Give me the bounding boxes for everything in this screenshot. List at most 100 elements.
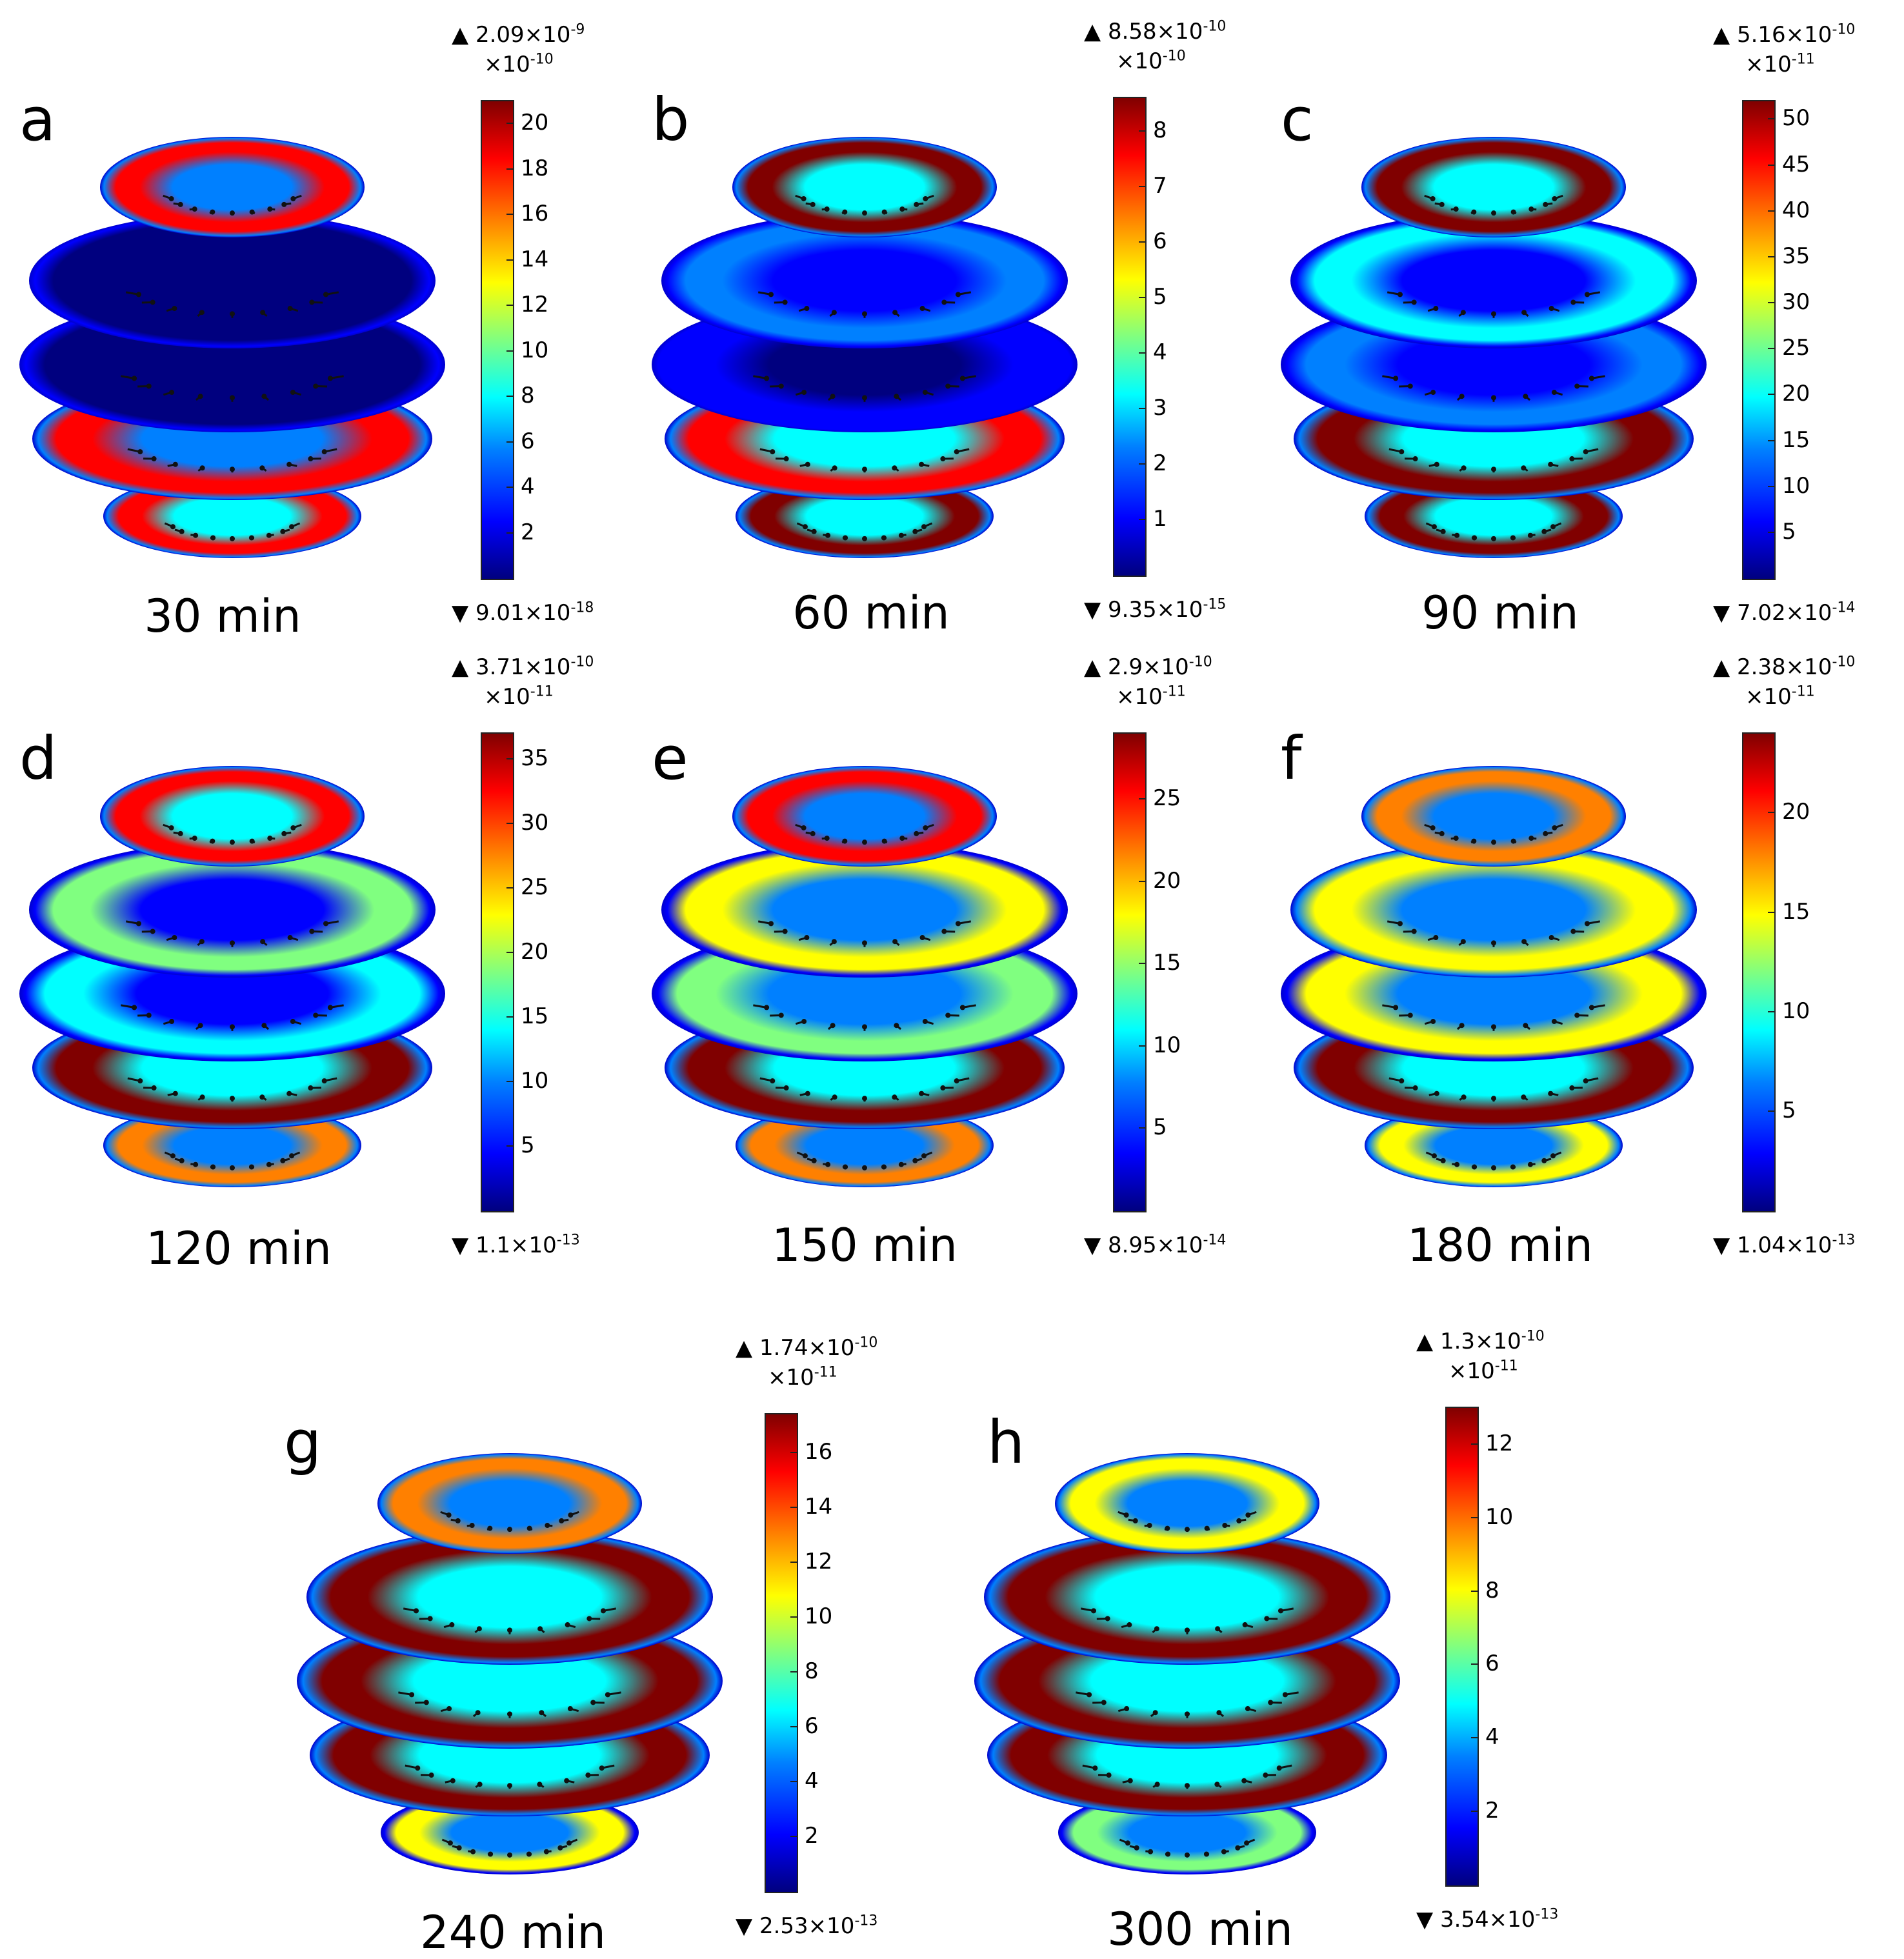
colorbar-tick-label: 8 <box>1485 1580 1499 1602</box>
colorbar-tick-mark <box>790 1726 797 1727</box>
colorbar-tick-label: 5 <box>1782 1100 1796 1121</box>
colorbar-tick-mark <box>506 214 513 215</box>
colorbar-tick-label: 7 <box>1153 175 1167 197</box>
colorbar-tick-mark <box>506 758 513 759</box>
colorbar-tick-mark <box>790 1836 797 1837</box>
colorbar-tick-mark <box>1139 186 1145 187</box>
colorbar <box>481 100 514 580</box>
colorbar-tick-mark <box>790 1781 797 1782</box>
disc-slice <box>1055 1453 1319 1554</box>
colorbar-tick-label: 8 <box>521 385 535 407</box>
colorbar-tick-label: 30 <box>1782 291 1810 313</box>
ring-stack-diagram <box>645 758 1084 1210</box>
colorbar-tick-label: 20 <box>521 941 548 963</box>
time-label: 180 min <box>1403 1223 1597 1268</box>
colorbar-tick-mark <box>1471 1811 1478 1812</box>
max-triangle-icon: ▲ <box>1084 19 1108 45</box>
colorbar <box>1742 100 1776 580</box>
colorbar-tick-mark <box>506 487 513 488</box>
colorbar-tick-label: 8 <box>1153 119 1167 141</box>
colorbar-tick-mark <box>1768 210 1774 212</box>
colorbar-tick-label: 12 <box>805 1551 832 1572</box>
colorbar-tick-label: 35 <box>1782 245 1810 267</box>
colorbar-tick-label: 18 <box>521 157 548 179</box>
colorbar-tick-label: 16 <box>805 1441 832 1463</box>
colorbar-tick-label: 6 <box>521 430 535 452</box>
colorbar-tick-mark <box>1139 408 1145 409</box>
ring-stack-diagram <box>290 1445 729 1910</box>
colorbar-max-label: ▲ 2.38×10-10 <box>1713 656 1855 678</box>
colorbar-tick-mark <box>790 1562 797 1563</box>
colorbar-tick-mark <box>1768 440 1774 441</box>
colorbar-tick-label: 25 <box>1153 787 1181 809</box>
colorbar-tick-label: 10 <box>1782 1000 1810 1022</box>
colorbar-scale-label: ×10-11 <box>768 1367 837 1389</box>
colorbar-scale-label: ×10-10 <box>484 54 554 75</box>
colorbar-tick-mark <box>1768 165 1774 166</box>
max-triangle-icon: ▲ <box>1713 654 1737 680</box>
ring-stack-diagram <box>1274 129 1713 581</box>
colorbar-tick-label: 15 <box>1782 901 1810 923</box>
colorbar-tick-label: 2 <box>1485 1800 1499 1822</box>
colorbar-tick-mark <box>1139 352 1145 354</box>
colorbar-tick-label: 2 <box>1153 452 1167 474</box>
colorbar-tick-label: 10 <box>1782 475 1810 497</box>
colorbar-min-label: ▼ 1.04×10-13 <box>1713 1234 1855 1256</box>
colorbar-tick-label: 20 <box>1153 870 1181 892</box>
colorbar-tick-mark <box>790 1671 797 1673</box>
min-triangle-icon: ▼ <box>1084 597 1108 623</box>
colorbar-tick-label: 4 <box>805 1770 819 1792</box>
colorbar-scale-label: ×10-10 <box>1116 50 1186 72</box>
colorbar-tick-mark <box>790 1452 797 1453</box>
colorbar-tick-mark <box>1768 532 1774 533</box>
colorbar-tick-mark <box>1768 302 1774 303</box>
colorbar-tick-label: 5 <box>521 1134 535 1156</box>
colorbar-tick-mark <box>506 123 513 124</box>
max-triangle-icon: ▲ <box>1713 22 1737 48</box>
colorbar-tick-mark <box>1768 118 1774 119</box>
colorbar-tick-mark <box>1768 394 1774 395</box>
colorbar-tick-label: 6 <box>805 1715 819 1737</box>
colorbar-tick-label: 45 <box>1782 154 1810 176</box>
colorbar-tick-mark <box>1139 1045 1145 1047</box>
colorbar-tick-mark <box>1139 1127 1145 1129</box>
colorbar <box>1445 1407 1479 1887</box>
time-label: 90 min <box>1403 590 1597 636</box>
colorbar-scale-label: ×10-11 <box>1116 686 1186 708</box>
colorbar-tick-mark <box>1768 256 1774 257</box>
disc-slice <box>100 766 365 867</box>
colorbar-max-label: ▲ 2.09×10-9 <box>452 24 585 46</box>
colorbar-tick-label: 20 <box>1782 801 1810 823</box>
colorbar-tick-label: 2 <box>805 1825 819 1847</box>
ring-stack-diagram <box>13 758 452 1210</box>
colorbar-tick-mark <box>790 1616 797 1618</box>
colorbar-tick-mark <box>1768 912 1774 913</box>
colorbar-scale-label: ×10-11 <box>1745 686 1815 708</box>
max-triangle-icon: ▲ <box>1084 654 1108 680</box>
min-triangle-icon: ▼ <box>736 1913 759 1939</box>
colorbar-tick-label: 4 <box>521 476 535 497</box>
colorbar-tick-mark <box>1768 1110 1774 1112</box>
time-label: 30 min <box>126 594 319 639</box>
colorbar <box>481 732 514 1212</box>
colorbar-max-label: ▲ 5.16×10-10 <box>1713 24 1855 46</box>
colorbar-max-label: ▲ 2.9×10-10 <box>1084 656 1212 678</box>
colorbar-tick-label: 14 <box>521 248 548 270</box>
colorbar-tick-mark <box>506 952 513 953</box>
colorbar <box>1742 732 1776 1212</box>
colorbar-tick-label: 50 <box>1782 107 1810 129</box>
colorbar-tick-mark <box>1139 297 1145 298</box>
time-label: 60 min <box>774 590 968 636</box>
colorbar-tick-mark <box>1768 812 1774 813</box>
colorbar-tick-mark <box>506 532 513 534</box>
colorbar-tick-mark <box>506 441 513 443</box>
colorbar-max-label: ▲ 3.71×10-10 <box>452 656 594 678</box>
colorbar-tick-label: 15 <box>1782 429 1810 451</box>
colorbar-tick-mark <box>1139 963 1145 964</box>
colorbar-tick-label: 10 <box>805 1605 832 1627</box>
colorbar-tick-mark <box>506 1016 513 1018</box>
colorbar-tick-mark <box>1471 1443 1478 1445</box>
disc-slice <box>1361 137 1626 237</box>
ring-stack-diagram <box>13 129 452 581</box>
